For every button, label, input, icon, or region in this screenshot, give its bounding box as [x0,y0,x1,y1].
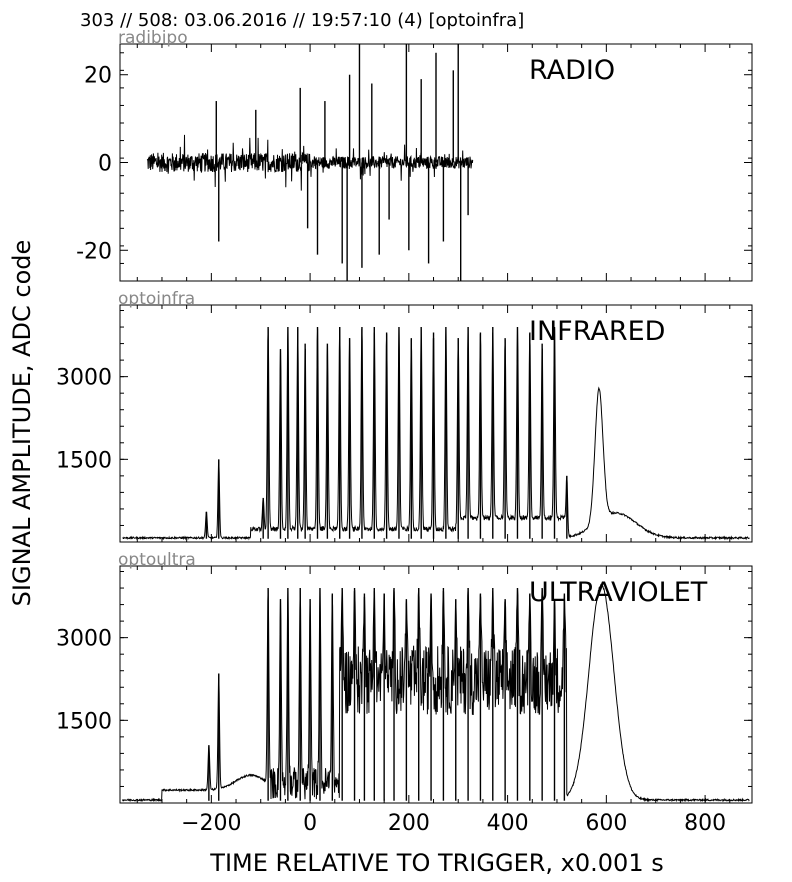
panels: -20 0 20 radibipo RADIO 1500 3000 optoinfra INFR… [56,28,753,836]
y-tick-label: 1500 [56,448,112,473]
x-tick-label: −200 [181,811,241,836]
spikes [215,44,469,281]
y-tick-label: 3000 [56,366,112,391]
spikes [208,588,566,801]
plot-frame [119,565,753,804]
y-tick-label: 20 [84,64,112,89]
y-axis-title: SIGNAL AMPLITUDE, ADC code [8,240,36,607]
x-ticks [136,305,731,542]
panel-title: ULTRAVIOLET [529,577,708,608]
y-tick-label: -20 [76,239,112,264]
x-tick-label: 600 [585,811,627,836]
y-tick-label: 3000 [56,627,112,652]
trace-optoultra [122,583,750,803]
panel-optoultra: 1500 3000 optoultra ULTRAVIOLET −200 0 200 400 6… [56,550,753,836]
source-label: optoultra [118,550,196,570]
panel-title: INFRARED [529,316,665,347]
y-tick-label: 0 [98,152,112,177]
trace-radibipo [146,134,474,191]
x-tick-label: 200 [388,811,430,836]
x-axis-title: TIME RELATIVE TO TRIGGER, x0.001 s [209,849,663,877]
x-ticks [136,566,731,803]
spikes [205,327,568,539]
panel-radibipo: -20 0 20 radibipo RADIO [76,28,753,282]
figure-header: 303 // 508: 03.06.2016 // 19:57:10 (4) [… [80,10,524,31]
x-tick-label: 0 [303,811,317,836]
trace-optoinfra [122,326,750,541]
x-tick-label: 400 [487,811,529,836]
source-label: optoinfra [118,289,195,309]
plot-frame [119,304,753,543]
panel-title: RADIO [529,55,615,86]
source-label: radibipo [118,28,188,48]
panel-optoinfra: 1500 3000 optoinfra INFRARED [56,289,753,543]
y-tick-label: 1500 [56,709,112,734]
x-tick-label: 800 [684,811,726,836]
